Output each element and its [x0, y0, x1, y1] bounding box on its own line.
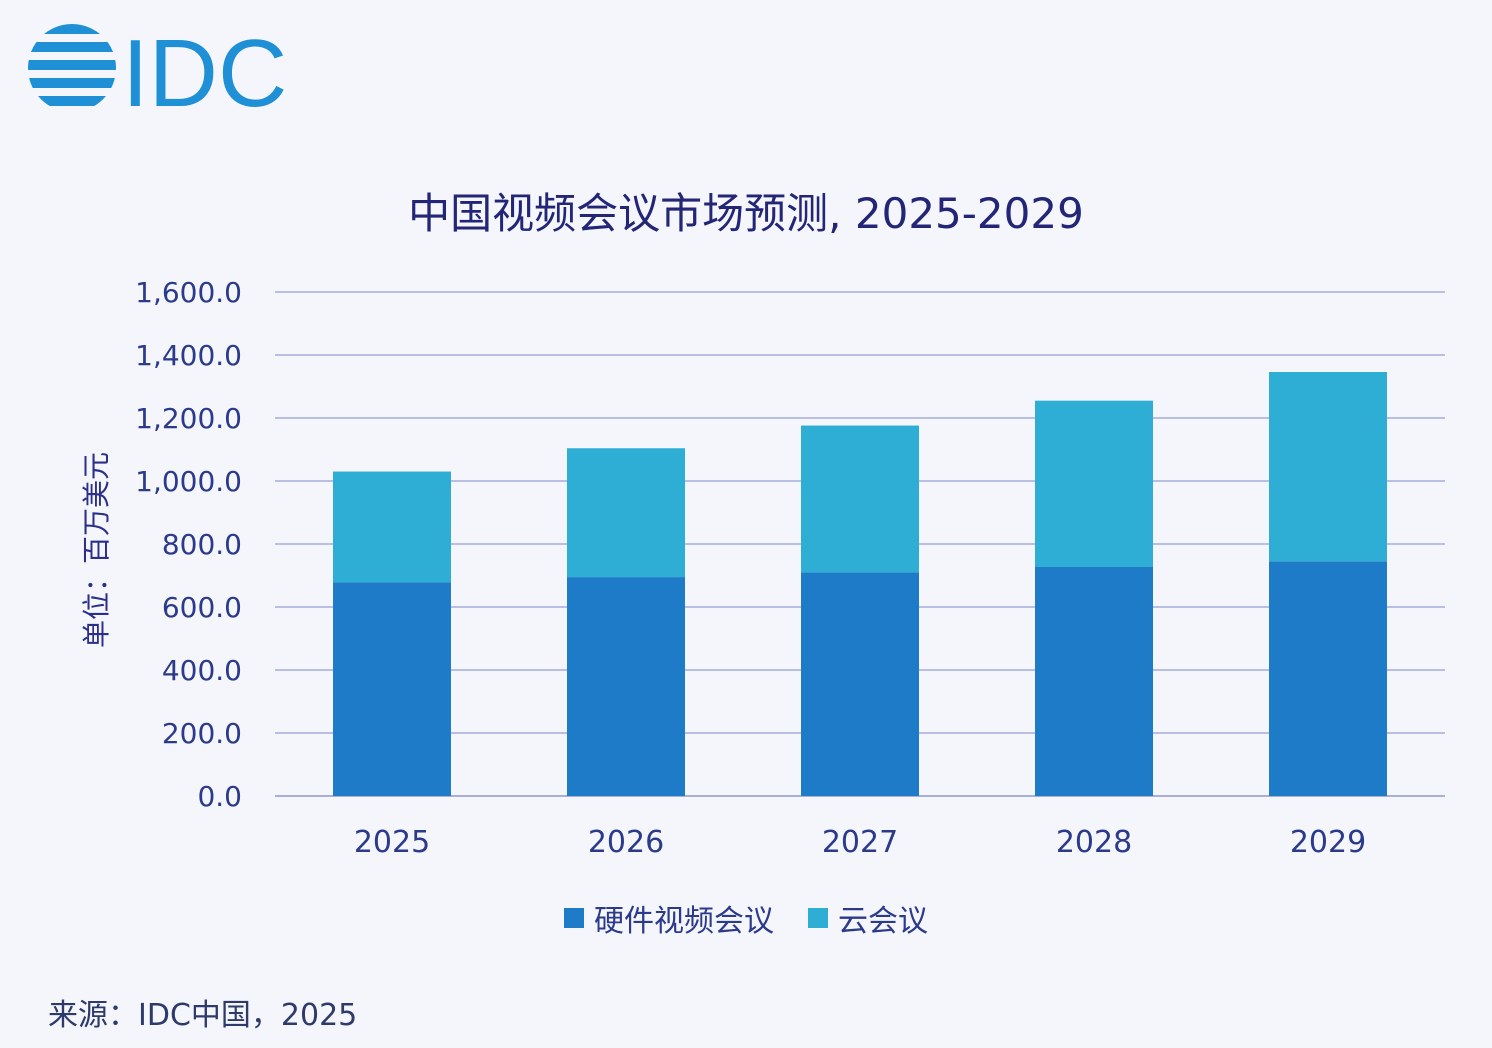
x-tick-label: 2025: [354, 825, 430, 860]
y-tick-labels: 0.0 200.0 400.0 600.0 800.0 1,000.0 1,200.0 1,4…: [135, 276, 242, 813]
x-tick-label: 2026: [588, 825, 664, 860]
legend-label-cloud: 云会议: [838, 904, 928, 939]
legend-swatch-hardware: [564, 908, 584, 928]
legend-item-hardware: 硬件视频会议: [564, 896, 774, 940]
y-tick-label: 600.0: [162, 591, 242, 624]
bar-hardware-2027: [801, 572, 919, 796]
legend-item-cloud: 云会议: [808, 896, 928, 940]
legend-swatch-cloud: [808, 908, 828, 928]
bar-hardware-2026: [567, 577, 685, 796]
bar-cloud-2026: [567, 448, 685, 578]
bar-cloud-2028: [1035, 400, 1153, 567]
y-tick-label: 1,600.0: [135, 276, 242, 309]
x-tick-label: 2028: [1056, 825, 1132, 860]
x-tick-label: 2029: [1290, 825, 1366, 860]
idc-logo: IDC: [28, 20, 287, 118]
chart-title: 中国视频会议市场预测, 2025-2029: [408, 189, 1084, 238]
y-tick-label: 1,000.0: [135, 465, 242, 498]
bar-hardware-2029: [1269, 561, 1387, 796]
logo-wordmark: IDC: [122, 20, 287, 118]
globe-icon: [28, 24, 116, 106]
y-tick-label: 800.0: [162, 528, 242, 561]
bar-cloud-2025: [333, 471, 451, 583]
x-tick-labels: 2025 2026 2027 2028 2029: [354, 825, 1366, 860]
legend-label-hardware: 硬件视频会议: [594, 904, 774, 939]
bar-hardware-2028: [1035, 566, 1153, 796]
bar-cloud-2027: [801, 425, 919, 573]
bars: [333, 372, 1387, 796]
bar-hardware-2025: [333, 582, 451, 796]
bar-cloud-2029: [1269, 372, 1387, 562]
source-note: 来源：IDC中国，2025: [48, 998, 358, 1033]
y-tick-label: 1,200.0: [135, 402, 242, 435]
y-tick-label: 400.0: [162, 654, 242, 687]
legend: 硬件视频会议 云会议: [0, 896, 1492, 940]
x-tick-label: 2027: [822, 825, 898, 860]
y-tick-label: 0.0: [197, 780, 242, 813]
y-tick-label: 200.0: [162, 717, 242, 750]
y-tick-label: 1,400.0: [135, 339, 242, 372]
